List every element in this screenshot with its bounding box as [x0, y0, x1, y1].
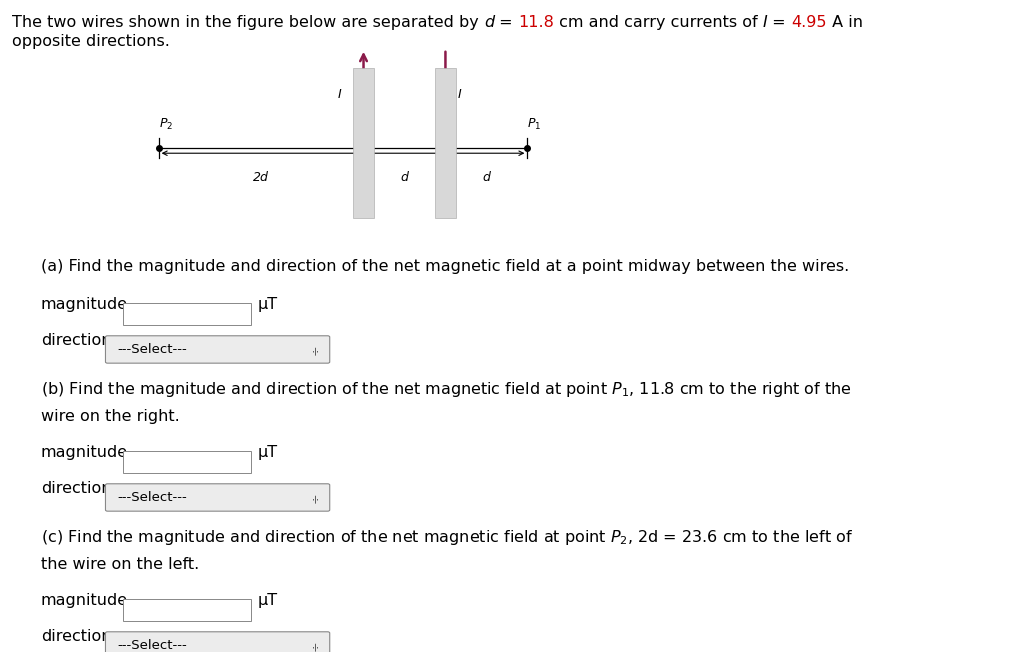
Text: (c) Find the magnitude and direction of the net magnetic field at point $P_2$, 2: (c) Find the magnitude and direction of …: [41, 528, 853, 547]
Text: A in: A in: [826, 16, 862, 31]
Text: magnitude: magnitude: [41, 593, 128, 608]
Text: d: d: [482, 171, 490, 185]
Text: magnitude: magnitude: [41, 445, 128, 460]
Text: =: =: [767, 16, 792, 31]
Text: (a) Find the magnitude and direction of the net magnetic field at a point midway: (a) Find the magnitude and direction of …: [41, 259, 849, 274]
Text: ÷: ÷: [309, 492, 322, 503]
Text: direction: direction: [41, 333, 112, 348]
Text: the wire on the left.: the wire on the left.: [41, 557, 200, 572]
Text: I: I: [763, 16, 767, 31]
Text: opposite directions.: opposite directions.: [12, 34, 170, 49]
Text: ---Select---: ---Select---: [118, 491, 187, 504]
Text: I: I: [458, 88, 462, 101]
Text: =: =: [495, 16, 518, 31]
Text: ÷: ÷: [309, 640, 322, 651]
Text: magnitude: magnitude: [41, 297, 128, 312]
Text: direction: direction: [41, 481, 112, 496]
Text: The two wires shown in the figure below are separated by: The two wires shown in the figure below …: [12, 16, 484, 31]
Text: I: I: [337, 88, 341, 101]
Text: $P_1$: $P_1$: [527, 117, 542, 132]
Text: d: d: [400, 171, 409, 185]
Text: cm and carry currents of: cm and carry currents of: [554, 16, 763, 31]
Text: wire on the right.: wire on the right.: [41, 409, 179, 424]
Text: ---Select---: ---Select---: [118, 343, 187, 356]
Text: μT: μT: [258, 593, 279, 608]
Text: μT: μT: [258, 297, 279, 312]
Text: μT: μT: [258, 445, 279, 460]
Text: ---Select---: ---Select---: [118, 639, 187, 652]
Text: 11.8: 11.8: [518, 16, 554, 31]
Text: direction: direction: [41, 629, 112, 644]
Text: d: d: [484, 16, 495, 31]
Text: 2d: 2d: [253, 171, 269, 185]
Text: $P_2$: $P_2$: [159, 117, 173, 132]
Text: (b) Find the magnitude and direction of the net magnetic field at point $P_1$, 1: (b) Find the magnitude and direction of …: [41, 380, 852, 399]
Text: ÷: ÷: [309, 344, 322, 355]
Text: 4.95: 4.95: [792, 16, 826, 31]
